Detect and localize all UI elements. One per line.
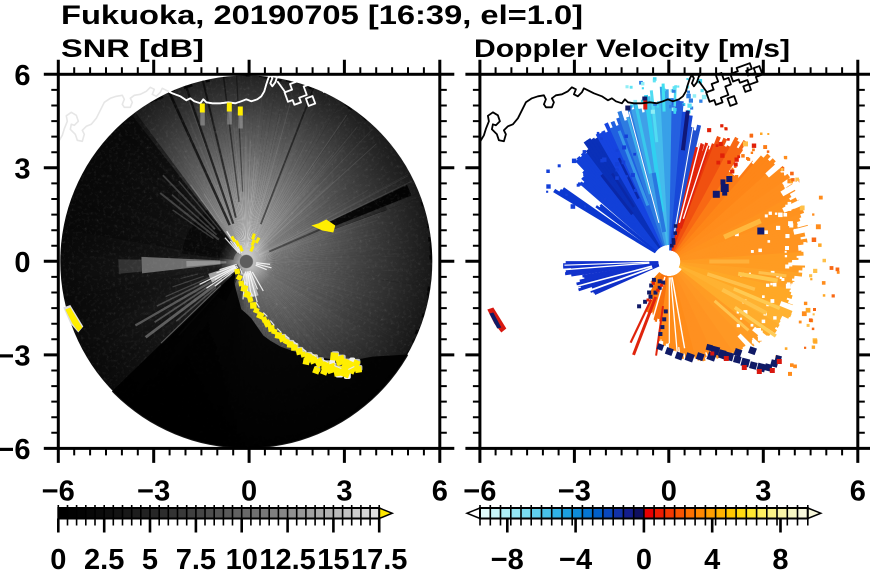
svg-text:SNR [dB]: SNR [dB] [61,35,204,63]
svg-text:0: 0 [636,544,652,570]
svg-text:4: 4 [704,544,720,570]
svg-text:6: 6 [432,476,448,508]
svg-text:−3: −3 [0,340,31,372]
svg-text:0: 0 [14,247,30,279]
svg-text:15: 15 [317,544,349,570]
svg-text:−3: −3 [558,476,591,508]
svg-text:7.5: 7.5 [176,544,216,570]
svg-text:2.5: 2.5 [84,544,124,570]
svg-text:−6: −6 [463,476,496,508]
svg-text:3: 3 [336,476,352,508]
svg-text:−4: −4 [559,544,592,570]
svg-text:Doppler Velocity [m/s]: Doppler Velocity [m/s] [474,35,790,63]
svg-text:0: 0 [50,544,66,570]
svg-text:8: 8 [772,544,788,570]
svg-text:5: 5 [142,544,158,570]
svg-text:3: 3 [755,476,771,508]
svg-text:−6: −6 [0,434,31,466]
svg-text:0: 0 [241,476,257,508]
svg-text:6: 6 [850,476,866,508]
svg-text:−3: −3 [137,476,170,508]
svg-text:17.5: 17.5 [351,544,407,570]
svg-text:6: 6 [14,60,30,92]
svg-text:−6: −6 [42,476,75,508]
svg-text:Fukuoka, 20190705 [16:39, el=1: Fukuoka, 20190705 [16:39, el=1.0] [61,0,583,30]
svg-text:0: 0 [661,476,677,508]
svg-text:10: 10 [226,544,258,570]
svg-text:12.5: 12.5 [259,544,315,570]
svg-text:3: 3 [14,153,30,185]
svg-text:−8: −8 [491,544,524,570]
